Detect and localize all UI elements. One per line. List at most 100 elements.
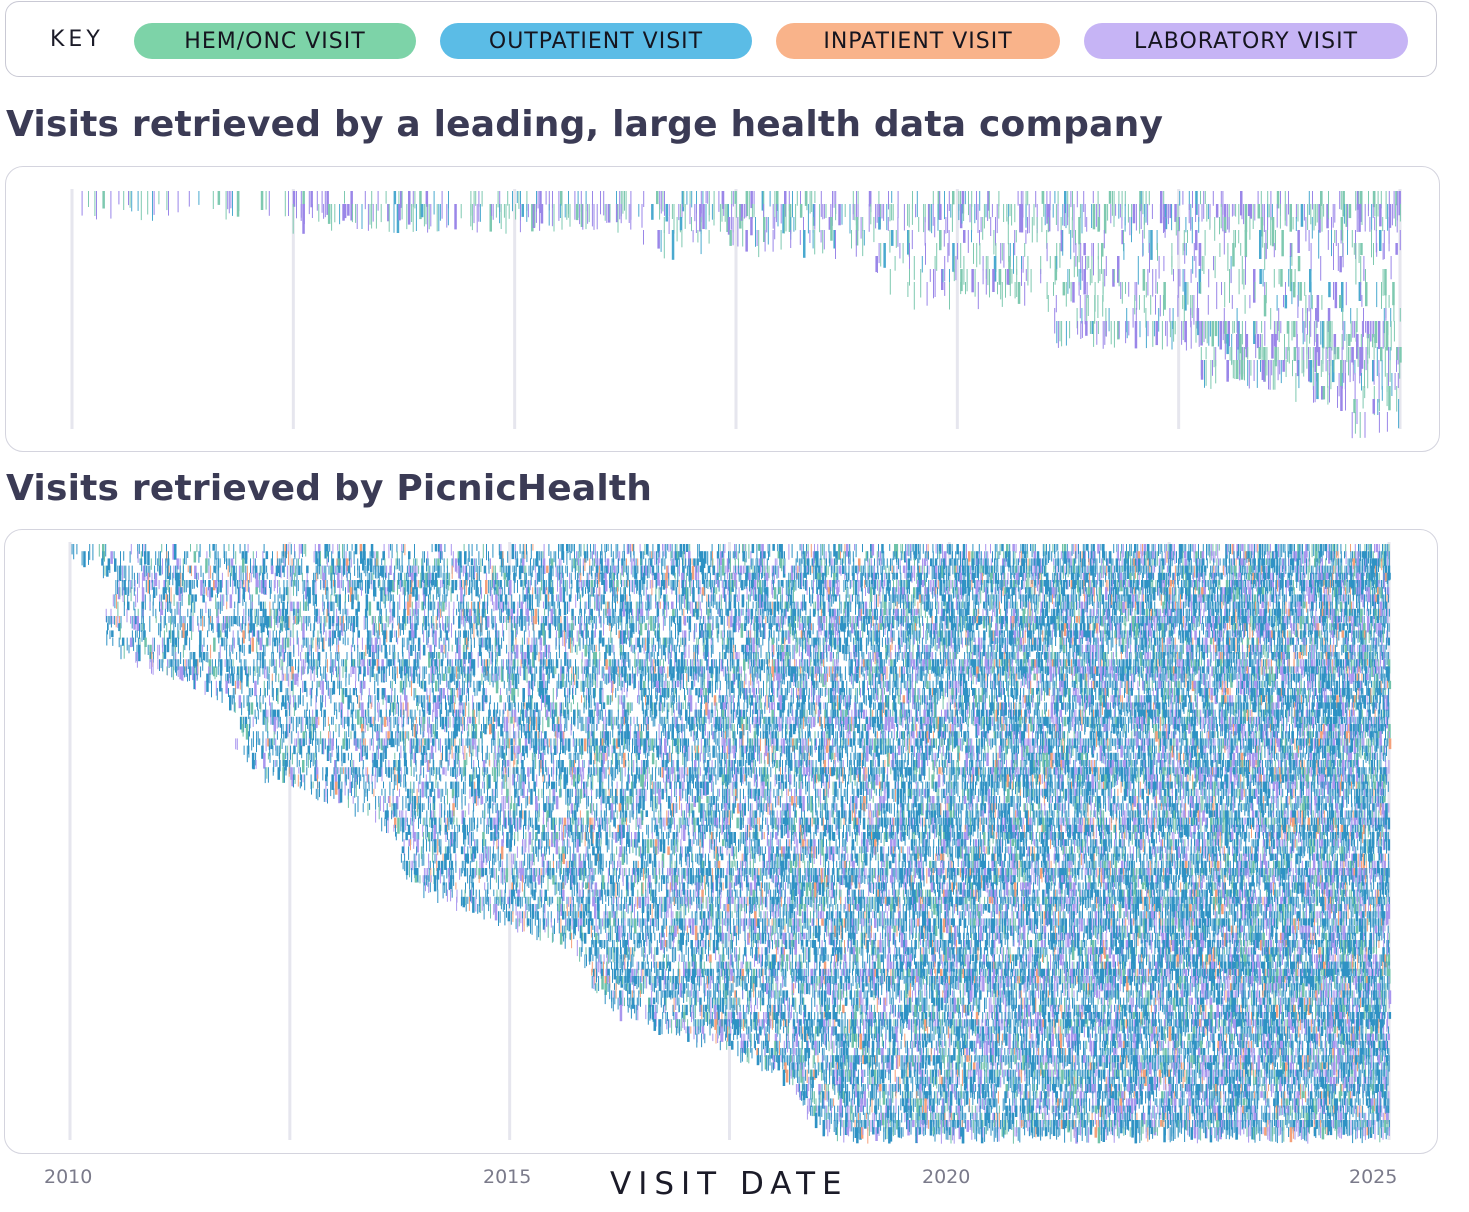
visit-mark: [670, 558, 672, 571]
visit-mark: [314, 572, 316, 583]
visit-mark: [354, 544, 358, 555]
visit-mark: [264, 565, 266, 574]
visit-mark: [283, 565, 285, 578]
visit-mark: [1215, 204, 1219, 218]
visit-mark: [911, 230, 913, 250]
visit-mark: [323, 580, 325, 591]
visit-mark: [644, 544, 646, 555]
visit-mark: [595, 558, 597, 568]
visit-mark: [184, 551, 185, 565]
visit-mark: [675, 551, 678, 559]
visit-mark: [971, 204, 973, 233]
visit-mark: [1198, 321, 1200, 347]
visit-mark: [206, 551, 208, 565]
visit-mark: [577, 551, 579, 566]
visit-mark: [1301, 565, 1303, 573]
visit-mark: [448, 580, 450, 591]
visit-mark: [418, 594, 420, 609]
visit-mark: [429, 572, 431, 584]
visit-mark: [971, 558, 975, 571]
visit-mark: [1190, 565, 1192, 573]
visit-mark: [326, 191, 329, 215]
visit-mark: [1266, 347, 1268, 376]
visit-mark: [1355, 565, 1357, 579]
visit-mark: [1278, 269, 1280, 285]
visit-mark: [272, 551, 273, 567]
visit-mark: [652, 572, 654, 588]
visit-mark: [245, 580, 246, 592]
visit-mark: [1122, 565, 1124, 573]
visit-mark: [1212, 551, 1214, 563]
visit-mark: [303, 544, 305, 554]
visit-mark: [657, 230, 660, 249]
visit-mark: [1296, 565, 1298, 580]
visit-mark: [1108, 572, 1110, 580]
visit-mark: [509, 587, 511, 596]
visit-mark: [1201, 321, 1203, 344]
visit-mark: [776, 558, 778, 566]
visit-mark: [693, 558, 696, 567]
visit-mark: [936, 580, 938, 589]
visit-mark: [885, 572, 887, 580]
visit-mark: [517, 580, 518, 593]
visit-mark: [599, 572, 601, 582]
visit-mark: [104, 565, 106, 576]
visit-mark: [593, 587, 594, 597]
visit-mark: [1171, 321, 1173, 350]
visit-mark: [772, 544, 775, 551]
visit-mark: [1247, 594, 1249, 603]
visit-mark: [1234, 565, 1237, 577]
visit-mark: [464, 551, 467, 565]
visit-mark: [605, 580, 608, 592]
visit-mark: [502, 558, 504, 573]
visit-mark: [1250, 360, 1252, 376]
visit-mark: [1352, 321, 1354, 338]
visit-mark: [886, 558, 888, 568]
visit-mark: [1262, 230, 1264, 248]
visit-mark: [1276, 295, 1278, 311]
visit-mark: [1220, 204, 1222, 229]
visit-mark: [961, 587, 962, 600]
visit-mark: [682, 594, 684, 604]
visit-mark: [1231, 204, 1233, 217]
visit-mark: [226, 558, 227, 570]
visit-mark: [1357, 558, 1360, 573]
visit-mark: [1191, 544, 1193, 552]
visit-mark: [361, 587, 362, 596]
visit-mark: [1302, 551, 1304, 564]
visit-mark: [107, 558, 111, 571]
visit-mark: [625, 580, 627, 587]
visit-mark: [876, 204, 878, 223]
visit-mark: [968, 558, 970, 571]
visit-mark: [1018, 558, 1019, 566]
visit-mark: [1126, 551, 1129, 564]
visit-mark: [1372, 334, 1373, 348]
visit-mark: [1282, 544, 1284, 553]
visit-mark: [1273, 269, 1275, 288]
visit-mark: [976, 243, 978, 268]
visit-mark: [1329, 551, 1331, 561]
visit-mark: [1169, 308, 1171, 323]
visit-mark: [1351, 230, 1353, 248]
visit-mark: [365, 565, 367, 577]
visit-mark: [1346, 334, 1348, 363]
visit-mark: [1182, 191, 1184, 205]
visit-mark: [432, 580, 434, 587]
visit-mark: [1107, 580, 1109, 592]
visit-mark: [1117, 565, 1119, 579]
visit-mark: [1236, 334, 1237, 361]
visit-mark: [1366, 544, 1367, 554]
visit-mark: [1179, 269, 1181, 287]
visit-mark: [1183, 295, 1185, 322]
visit-mark: [989, 565, 991, 577]
visit-mark: [575, 204, 579, 221]
visit-mark: [1292, 217, 1294, 230]
visit-mark: [205, 587, 207, 596]
visit-mark: [431, 572, 434, 586]
visit-mark: [958, 204, 960, 221]
visit-mark: [1247, 360, 1249, 386]
visit-mark: [1396, 386, 1398, 412]
visit-mark: [812, 217, 814, 233]
visit-mark: [836, 572, 838, 584]
visit-mark: [1030, 565, 1032, 574]
